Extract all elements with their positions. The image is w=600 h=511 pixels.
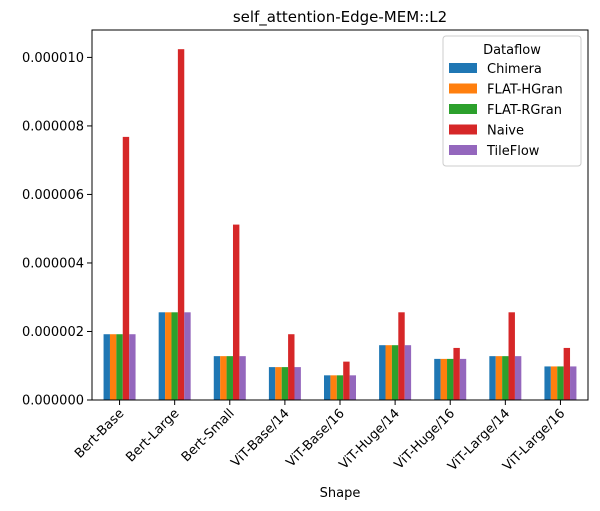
bar-naive-vit-base-16 — [343, 361, 350, 400]
bar-flat-hgran-bert-small — [220, 356, 227, 400]
y-tick-label: 0.000006 — [22, 188, 84, 203]
bar-flat-rgran-vit-base-16 — [336, 375, 344, 400]
plot-frame — [91, 29, 589, 401]
bar-flat-hgran-vit-base-14 — [275, 367, 282, 400]
bar-naive-vit-large-14 — [508, 312, 515, 400]
bar-naive-vit-base-14 — [288, 334, 295, 400]
legend-box — [442, 35, 582, 167]
legend-label-flat-hgran: FLAT-HGran — [487, 83, 563, 98]
legend-swatch-chimera — [449, 63, 477, 73]
bar-naive-vit-large-16 — [563, 347, 571, 400]
x-tick-label: Bert-Base — [72, 406, 127, 461]
bar-flat-hgran-vit-large-16 — [550, 366, 558, 400]
bar-flat-rgran-vit-base-14 — [281, 367, 289, 400]
bar-flat-rgran-vit-huge-16 — [447, 358, 454, 400]
x-tick-label: Bert-Large — [123, 406, 182, 465]
bar-naive-bert-base — [122, 136, 130, 400]
bar-tileflow-bert-base — [129, 334, 136, 400]
legend-swatch-naive — [449, 124, 477, 135]
bar-tileflow-vit-huge-16 — [459, 358, 467, 400]
bar-tileflow-vit-huge-14 — [404, 345, 412, 400]
bar-chimera-bert-base — [103, 334, 110, 400]
bar-tileflow-vit-base-16 — [349, 375, 356, 400]
bar-tileflow-bert-small — [239, 356, 246, 400]
bar-chimera-vit-large-16 — [544, 366, 551, 400]
bar-tileflow-vit-base-14 — [294, 367, 301, 400]
bar-chimera-vit-large-14 — [489, 356, 496, 400]
chart-title: self_attention-Edge-MEM::L2 — [233, 8, 447, 27]
bar-tileflow-vit-large-16 — [570, 366, 577, 400]
bar-flat-rgran-vit-large-14 — [502, 356, 509, 400]
legend-swatch-flat-hgran — [449, 83, 477, 94]
x-tick-label: ViT-Base/14 — [229, 406, 293, 470]
bar-flat-rgran-bert-small — [226, 356, 233, 400]
legend-label-chimera: Chimera — [487, 62, 542, 77]
bar-chimera-vit-huge-14 — [379, 345, 386, 400]
bar-naive-vit-huge-16 — [453, 347, 460, 400]
bar-flat-hgran-vit-huge-16 — [440, 358, 448, 400]
bar-naive-bert-large — [177, 49, 185, 400]
bar-flat-hgran-vit-base-16 — [330, 375, 337, 400]
bar-flat-hgran-vit-large-14 — [495, 356, 503, 400]
bar-chimera-vit-huge-16 — [434, 358, 441, 400]
y-tick-label: 0.000002 — [22, 325, 84, 340]
bar-tileflow-bert-large — [184, 312, 191, 400]
x-tick-label: Bert-Small — [179, 406, 238, 465]
bar-flat-rgran-vit-huge-14 — [391, 345, 399, 400]
x-axis-ticks: Bert-BaseBert-LargeBert-SmallViT-Base/14… — [72, 400, 568, 474]
y-tick-label: 0.000010 — [22, 51, 84, 66]
legend-title: Dataflow — [483, 43, 541, 58]
legend-swatch-flat-rgran — [449, 104, 477, 114]
bar-tileflow-vit-large-14 — [514, 356, 522, 400]
y-tick-label: 0.000000 — [22, 394, 84, 409]
bar-chimera-bert-large — [158, 312, 166, 400]
legend-label-flat-rgran: FLAT-RGran — [487, 103, 562, 118]
legend-label-naive: Naive — [487, 124, 524, 139]
bars-group — [103, 49, 577, 400]
bar-flat-rgran-vit-large-16 — [557, 366, 564, 400]
bar-chimera-bert-small — [213, 356, 221, 400]
bar-naive-bert-small — [232, 224, 240, 400]
bar-naive-vit-huge-14 — [398, 312, 405, 400]
legend: Dataflow Chimera FLAT-HGran FLAT-RGran Naiv… — [442, 35, 582, 167]
x-axis-label: Shape — [320, 486, 361, 501]
bar-flat-hgran-bert-large — [165, 312, 172, 400]
bar-flat-hgran-vit-huge-14 — [385, 345, 392, 400]
bar-chimera-vit-base-16 — [324, 375, 331, 400]
bar-flat-rgran-bert-base — [116, 334, 123, 400]
legend-label-tileflow: TileFlow — [486, 144, 540, 159]
bar-chimera-vit-base-14 — [268, 367, 276, 400]
bar-flat-hgran-bert-base — [109, 334, 117, 400]
bar-flat-rgran-bert-large — [171, 312, 178, 400]
y-axis-ticks: 0.000000 0.000002 0.000004 0.000006 0.000008… — [22, 51, 92, 409]
y-tick-label: 0.000004 — [22, 256, 84, 271]
legend-swatch-tileflow — [449, 145, 477, 155]
y-tick-label: 0.000008 — [22, 119, 84, 134]
